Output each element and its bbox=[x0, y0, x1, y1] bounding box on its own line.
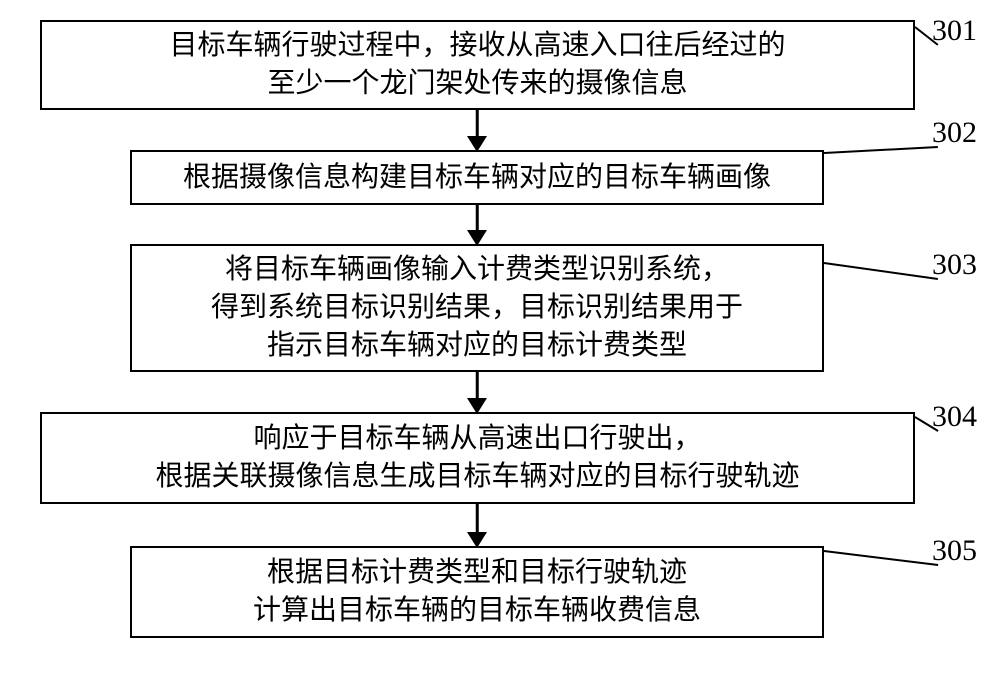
flow-step-304: 响应于目标车辆从高速出口行驶出，根据关联摄像信息生成目标车辆对应的目标行驶轨迹 bbox=[40, 412, 915, 504]
flow-step-301: 目标车辆行驶过程中，接收从高速入口往后经过的至少一个龙门架处传来的摄像信息 bbox=[40, 20, 915, 110]
step-text-line: 指示目标车辆对应的目标计费类型 bbox=[267, 327, 687, 365]
step-text-line: 计算出目标车辆的目标车辆收费信息 bbox=[253, 592, 701, 630]
leader-line bbox=[824, 262, 938, 280]
step-label-303: 303 bbox=[932, 248, 977, 282]
step-text-line: 根据摄像信息构建目标车辆对应的目标车辆画像 bbox=[183, 159, 771, 197]
arrow-line bbox=[476, 504, 479, 534]
step-text-line: 根据关联摄像信息生成目标车辆对应的目标行驶轨迹 bbox=[155, 458, 799, 496]
arrow-head-icon bbox=[467, 230, 487, 246]
step-label-304: 304 bbox=[932, 400, 977, 434]
leader-line bbox=[824, 550, 938, 566]
step-label-301: 301 bbox=[932, 14, 977, 48]
arrow-line bbox=[476, 110, 479, 138]
step-text-line: 得到系统目标识别结果，目标识别结果用于 bbox=[211, 289, 743, 327]
arrow-head-icon bbox=[467, 532, 487, 548]
step-text-line: 根据目标计费类型和目标行驶轨迹 bbox=[267, 554, 687, 592]
arrow-line bbox=[476, 372, 479, 400]
leader-line bbox=[824, 146, 938, 154]
step-label-305: 305 bbox=[932, 534, 977, 568]
flow-step-305: 根据目标计费类型和目标行驶轨迹计算出目标车辆的目标车辆收费信息 bbox=[130, 546, 824, 638]
step-text-line: 响应于目标车辆从高速出口行驶出， bbox=[253, 420, 701, 458]
step-text-line: 目标车辆行驶过程中，接收从高速入口往后经过的 bbox=[169, 27, 785, 65]
arrow-head-icon bbox=[467, 398, 487, 414]
flow-step-302: 根据摄像信息构建目标车辆对应的目标车辆画像 bbox=[130, 150, 824, 205]
arrow-head-icon bbox=[467, 136, 487, 152]
arrow-line bbox=[476, 205, 479, 232]
step-label-302: 302 bbox=[932, 116, 977, 150]
step-text-line: 将目标车辆画像输入计费类型识别系统， bbox=[225, 251, 729, 289]
flow-step-303: 将目标车辆画像输入计费类型识别系统，得到系统目标识别结果，目标识别结果用于指示目… bbox=[130, 244, 824, 372]
step-text-line: 至少一个龙门架处传来的摄像信息 bbox=[267, 65, 687, 103]
